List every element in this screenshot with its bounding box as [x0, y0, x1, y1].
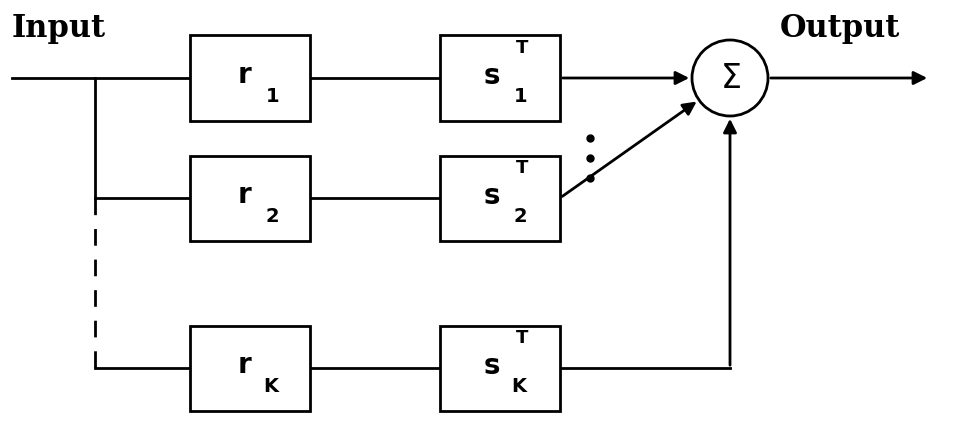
- Text: $\mathbf{r}$: $\mathbf{r}$: [237, 181, 253, 209]
- Text: $\mathbf{2}$: $\mathbf{2}$: [265, 207, 279, 226]
- Text: $\mathbf{1}$: $\mathbf{1}$: [265, 87, 279, 106]
- Text: Input: Input: [12, 13, 106, 43]
- Bar: [440, 155, 560, 240]
- Bar: [190, 155, 310, 240]
- Bar: [190, 326, 310, 410]
- Text: $\mathbf{T}$: $\mathbf{T}$: [515, 329, 529, 347]
- Text: $\mathbf{K}$: $\mathbf{K}$: [264, 377, 281, 395]
- Text: $\mathbf{r}$: $\mathbf{r}$: [237, 351, 253, 379]
- Text: $\mathbf{1}$: $\mathbf{1}$: [513, 87, 527, 106]
- Text: $\mathbf{2}$: $\mathbf{2}$: [513, 207, 527, 226]
- Circle shape: [692, 40, 768, 116]
- Text: $\Sigma$: $\Sigma$: [719, 61, 740, 94]
- Text: Output: Output: [780, 13, 901, 43]
- Text: $\mathbf{r}$: $\mathbf{r}$: [237, 61, 253, 89]
- Text: $\mathbf{s}$: $\mathbf{s}$: [483, 352, 500, 380]
- Text: $\mathbf{T}$: $\mathbf{T}$: [515, 39, 529, 57]
- Text: $\mathbf{s}$: $\mathbf{s}$: [483, 182, 500, 210]
- Bar: [190, 36, 310, 120]
- Bar: [440, 36, 560, 120]
- Bar: [440, 326, 560, 410]
- Text: $\mathbf{T}$: $\mathbf{T}$: [515, 159, 529, 177]
- Text: $\mathbf{s}$: $\mathbf{s}$: [483, 62, 500, 90]
- Text: $\mathbf{K}$: $\mathbf{K}$: [511, 377, 529, 395]
